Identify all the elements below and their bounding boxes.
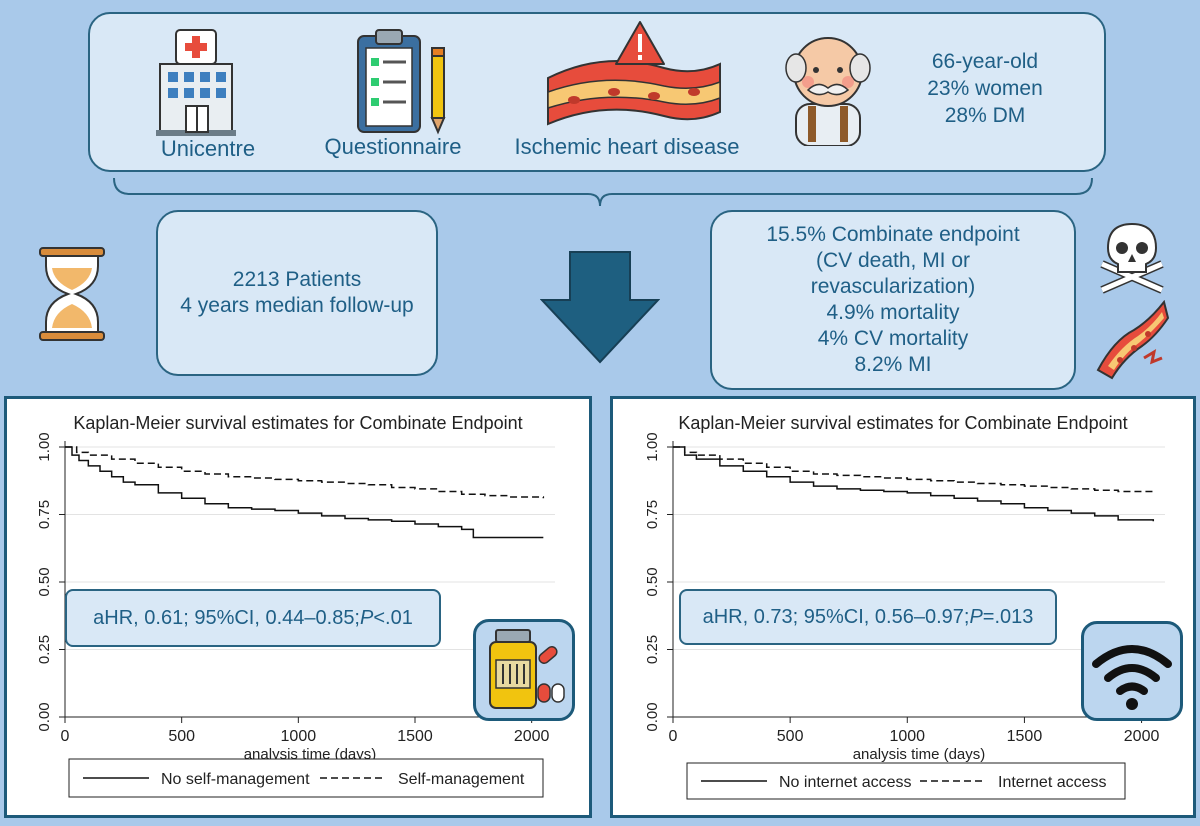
km-chart-right: 0.00 0.25 0.50 0.75 1.00 0 500 1000 1500 2000 anal… xyxy=(644,432,1165,800)
y-tick-label: 0.00 xyxy=(36,702,53,731)
x-tick-label: 1500 xyxy=(1007,728,1043,745)
endpoint-box: 15.5% Combinate endpoint (CV death, MI o… xyxy=(710,210,1076,390)
series-line-no-internet-access xyxy=(673,446,1155,522)
study-overview-box: Unicentre Questionnaire Ischemic heart d… xyxy=(88,12,1106,172)
x-tick-label: 0 xyxy=(669,728,678,745)
endpoint-line-3: revascularization) xyxy=(810,275,976,298)
hourglass-icon xyxy=(39,247,105,341)
chart-title-right: Kaplan-Meier survival estimates for Comb… xyxy=(678,413,1128,433)
elderly-man-icon xyxy=(785,37,871,146)
x-tick-label: 0 xyxy=(61,728,70,745)
down-arrow-icon xyxy=(540,251,660,364)
endpoint-line-1: 15.5% Combinate endpoint xyxy=(766,223,1020,246)
questionnaire-icon xyxy=(357,29,446,135)
demographics-text: 66-year-old 23% women 28% DM xyxy=(880,48,1090,129)
hazard-ratio-box-left: aHR, 0.61; 95%CI, 0.44–0.85; P <.01 xyxy=(65,589,441,647)
endpoint-line-2: (CV death, MI or xyxy=(815,249,971,272)
legend-label: Self-management xyxy=(398,771,525,788)
series-line-no-self-management xyxy=(65,446,544,539)
medication-icon-box xyxy=(473,619,575,721)
y-tick-label: 1.00 xyxy=(36,432,53,461)
p-label-right: P xyxy=(969,605,983,628)
x-tick-label: 1000 xyxy=(889,728,925,745)
mortality-text: 4.9% mortality xyxy=(826,301,960,324)
y-tick-label: 0.75 xyxy=(36,500,53,529)
hazard-ratio-box-right: aHR, 0.73; 95%CI, 0.56–0.97; P =.013 xyxy=(679,589,1057,645)
x-tick-label: 500 xyxy=(168,728,195,745)
x-axis-label: analysis time (days) xyxy=(853,746,986,763)
series-line-internet-access xyxy=(673,446,1154,493)
legend-label: No self-management xyxy=(161,771,310,788)
y-tick-label: 1.00 xyxy=(644,432,661,461)
hazard-ratio-text-left: aHR, 0.61; 95%CI, 0.44–0.85; xyxy=(93,606,360,629)
follow-up-text: 4 years median follow-up xyxy=(180,294,414,317)
patients-count: 2213 Patients xyxy=(232,268,362,291)
x-tick-label: 1000 xyxy=(281,728,317,745)
y-tick-label: 0.50 xyxy=(644,567,661,596)
x-tick-label: 1500 xyxy=(397,728,433,745)
legend-label: No internet access xyxy=(779,774,912,791)
skull-crossbones-icon xyxy=(1100,222,1164,294)
p-value-right: =.013 xyxy=(982,605,1034,628)
y-tick-label: 0.50 xyxy=(36,567,53,596)
x-tick-label: 2000 xyxy=(514,728,550,745)
artery-warning-icon xyxy=(547,21,721,126)
chart-title-left: Kaplan-Meier survival estimates for Comb… xyxy=(73,413,523,433)
questionnaire-label: Questionnaire xyxy=(324,134,462,159)
chart-panel-right: Kaplan-Meier survival estimates for Comb… xyxy=(610,396,1196,818)
y-tick-label: 0.25 xyxy=(36,635,53,664)
y-tick-label: 0.25 xyxy=(644,635,661,664)
wifi-icon xyxy=(1092,645,1172,710)
chart-panel-left: Kaplan-Meier survival estimates for Comb… xyxy=(4,396,592,818)
cv-mortality-text: 4% CV mortality xyxy=(817,327,969,350)
patients-box: 2213 Patients 4 years median follow-up xyxy=(156,210,438,376)
ischemic-heart-disease-label: Ischemic heart disease xyxy=(514,134,740,159)
age-text: 66-year-old xyxy=(931,50,1039,73)
p-value-left: <.01 xyxy=(373,606,413,629)
women-text: 23% women xyxy=(927,77,1043,100)
unicentre-label: Unicentre xyxy=(160,136,256,161)
mi-text: 8.2% MI xyxy=(854,353,932,376)
hazard-ratio-text-right: aHR, 0.73; 95%CI, 0.56–0.97; xyxy=(702,605,970,628)
km-chart-left: 0.000.250.500.751.000 500 1000 1500 2000anal… xyxy=(36,432,555,798)
y-tick-label: 0.00 xyxy=(644,702,661,731)
hospital-icon xyxy=(156,29,236,136)
series-line-self-management xyxy=(65,446,545,499)
dm-text: 28% DM xyxy=(944,104,1026,127)
x-tick-label: 2000 xyxy=(1124,728,1160,745)
myocardial-infarction-icon xyxy=(1096,300,1170,380)
wifi-icon-box xyxy=(1081,621,1183,721)
legend-label: Internet access xyxy=(998,774,1107,791)
bracket xyxy=(113,177,1093,207)
x-tick-label: 500 xyxy=(777,728,804,745)
y-tick-label: 0.75 xyxy=(644,500,661,529)
medication-icon xyxy=(489,629,565,709)
p-label-left: P xyxy=(360,606,374,629)
